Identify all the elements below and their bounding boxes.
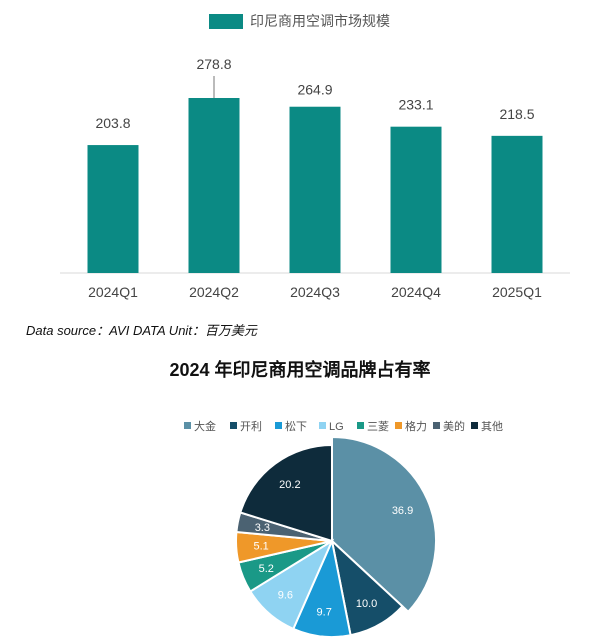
legend-swatch: [319, 422, 326, 429]
data-label: 203.8: [95, 115, 130, 131]
bar-chart: 印尼商用空调市场规模 203.8 2024Q1 278.8 2024Q2 264.9 202…: [60, 13, 570, 300]
data-label: 278.8: [196, 56, 231, 72]
slice-三菱: [237, 540, 333, 593]
slice-label: 20.2: [279, 479, 300, 491]
bar-2024Q2: [188, 97, 240, 273]
legend-label: 格力: [405, 419, 427, 433]
x-tick-label: 2025Q1: [492, 284, 542, 300]
slice-label: 36.9: [392, 505, 413, 517]
legend-label: LG: [329, 421, 344, 433]
legend-label: 印尼商用空调市场规模: [250, 13, 390, 29]
slice-label: 9.7: [317, 607, 332, 619]
slice-大金: [331, 435, 437, 614]
legend-swatch: [471, 422, 478, 429]
bar-2024Q4: [390, 126, 442, 273]
slice-其他: [239, 443, 333, 543]
legend-swatch: [230, 422, 237, 429]
legend-swatch: [433, 422, 440, 429]
bar-2024Q3: [289, 106, 341, 274]
slice-label: 5.1: [253, 541, 268, 553]
legend: 印尼商用空调市场规模: [209, 13, 390, 29]
pie-chart-title: 2024 年印尼商用空调品牌占有率: [169, 360, 431, 380]
legend-label: 三菱: [367, 420, 389, 433]
legend-label: 开利: [240, 420, 262, 433]
slice-label: 10.0: [356, 598, 377, 610]
slice-label: 9.6: [278, 590, 293, 602]
legend-swatch: [395, 422, 402, 429]
legend-swatch: [184, 422, 191, 429]
source-note: Data source：AVI DATA Unit：百万美元: [26, 323, 257, 338]
legend-swatch: [209, 14, 243, 29]
legend-label: 松下: [285, 419, 307, 433]
data-label: 233.1: [398, 97, 433, 113]
x-tick-label: 2024Q3: [290, 284, 340, 300]
slice-格力: [235, 530, 333, 564]
data-label: 218.5: [499, 106, 534, 122]
slice-美的: [235, 511, 333, 542]
data-label: 264.9: [297, 82, 332, 98]
slice-开利: [330, 538, 404, 637]
x-tick-label: 2024Q2: [189, 284, 239, 300]
legend-label: 美的: [443, 419, 465, 433]
slice-松下: [292, 537, 352, 638]
legend-swatch: [357, 422, 364, 429]
slice-LG: [248, 538, 335, 631]
legend-swatch: [275, 422, 282, 429]
pie-legend: 大金 开利 松下 LG 三菱 格力 美的 其他: [184, 419, 503, 433]
bar-2024Q1: [87, 145, 139, 273]
slice-label: 3.3: [255, 522, 270, 534]
x-tick-label: 2024Q1: [88, 284, 138, 300]
slice-label: 5.2: [259, 563, 274, 575]
legend-label: 其他: [481, 420, 503, 433]
legend-label: 大金: [194, 419, 216, 433]
x-tick-label: 2024Q4: [391, 284, 441, 300]
bar-2025Q1: [491, 135, 543, 273]
